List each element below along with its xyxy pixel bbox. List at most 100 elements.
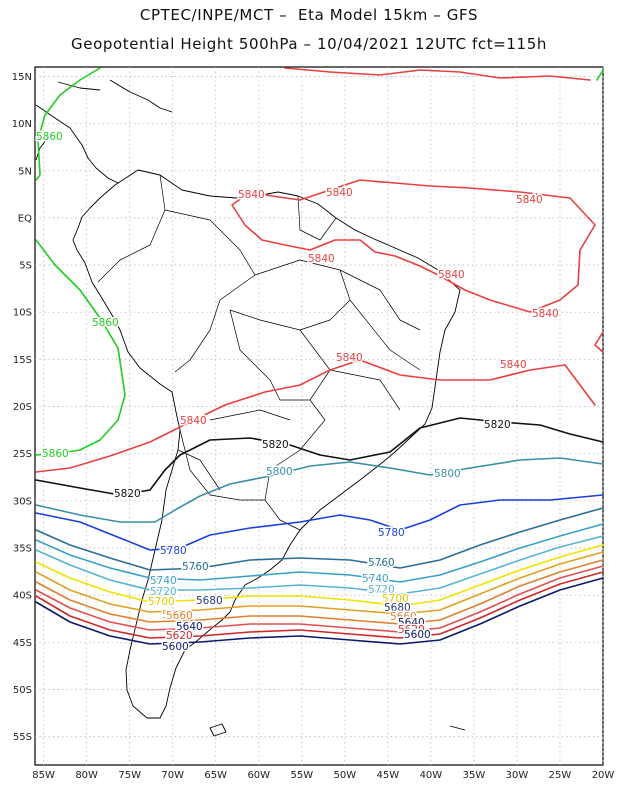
longitude-label: 85W	[32, 770, 55, 781]
latitude-label: 50S	[13, 685, 32, 696]
falkland-islands	[209, 723, 227, 737]
longitude-label: 65W	[204, 770, 227, 781]
contour-label: 5840	[516, 194, 543, 206]
contour-label: 5840	[180, 415, 207, 427]
contour-label: 5780	[160, 545, 187, 557]
contour-label: 5700	[382, 593, 409, 605]
latitude-label: 5N	[18, 166, 32, 177]
longitude-label: 45W	[377, 770, 400, 781]
longitude-label: 25W	[549, 770, 572, 781]
longitude-label: 80W	[75, 770, 98, 781]
contour-label: 5660	[166, 610, 193, 622]
latitude-labels: 15N 10N 5N EQ 5S 10S 15S 20S 25S 30S 35S 40S 45S 50S 5…	[12, 72, 32, 743]
longitude-label: 70W	[161, 770, 184, 781]
longitude-label: 35W	[463, 770, 486, 781]
latitude-label: 5S	[19, 261, 32, 272]
south-georgia	[449, 725, 466, 731]
contour-5840-amazon	[231, 179, 596, 313]
contour-5860-north	[35, 67, 101, 181]
latitude-label: 30S	[13, 496, 32, 507]
latitude-label: 55S	[13, 732, 32, 743]
latitude-label: 45S	[13, 638, 32, 649]
contour-label: 5740	[150, 575, 177, 587]
map-subtitle: Geopotential Height 500hPa – 10/04/2021 …	[71, 35, 547, 53]
contour-5860-west	[35, 239, 126, 456]
latitude-label: 35S	[13, 544, 32, 555]
contour-label: 5680	[162, 609, 189, 621]
contour-5740	[35, 523, 604, 583]
contour-label: 5840	[500, 359, 527, 371]
longitude-labels: 85W 80W 75W 70W 65W 60W 55W 50W 45W 40W 35W 30W 25W 2…	[32, 770, 614, 781]
contour-label: 5800	[434, 468, 461, 480]
coastlines	[35, 79, 466, 737]
contour-5820	[35, 417, 604, 496]
contour-5680	[35, 551, 604, 615]
contour-label: 5600	[162, 641, 189, 653]
longitude-label: 55W	[290, 770, 313, 781]
contour-label: 5820	[484, 419, 511, 431]
contour-label: 5840	[438, 269, 465, 281]
contour-label: 5860	[42, 448, 69, 460]
contour-5700	[35, 544, 604, 607]
latitude-label: 25S	[13, 449, 32, 460]
longitude-label: 30W	[506, 770, 529, 781]
contour-5760	[35, 507, 604, 571]
latitude-label: 10S	[13, 308, 32, 319]
contour-label: 5740	[362, 573, 389, 585]
country-borders	[97, 174, 421, 531]
contour-5800	[35, 457, 604, 523]
south-america-coastline	[72, 169, 461, 719]
latitude-label: 15N	[12, 72, 32, 83]
map-title: CPTEC/INPE/MCT – Eta Model 15km – GFS	[139, 6, 479, 24]
longitude-label: 20W	[592, 770, 615, 781]
contour-5860-corner	[596, 69, 604, 81]
contour-5840-north	[284, 67, 591, 81]
contour-label: 5840	[336, 352, 363, 364]
latitude-label: EQ	[18, 213, 32, 224]
contour-label: 5840	[238, 189, 265, 201]
contour-5660	[35, 559, 604, 625]
contour-label: 5660	[390, 611, 417, 623]
central-america-coastline	[35, 79, 173, 184]
latitude-label: 20S	[13, 402, 32, 413]
contour-label: 5840	[308, 253, 335, 265]
contour-label: 5860	[92, 317, 119, 329]
latitude-label: 10N	[12, 119, 32, 130]
contour-label: 5600	[404, 629, 431, 641]
map-frame	[34, 66, 604, 766]
contour-label: 5820	[114, 488, 141, 500]
contour-5840-east	[594, 331, 604, 353]
contour-5620	[35, 571, 604, 639]
contour-label: 5860	[36, 131, 63, 143]
contour-5780	[35, 494, 604, 551]
contour-5640	[35, 565, 604, 633]
contour-label: 5680	[196, 595, 223, 607]
contour-5600	[35, 577, 604, 645]
contour-labels: 5860 5860 5860 5840 5840 5840 5840 5840 …	[35, 130, 561, 655]
contour-label: 5840	[326, 187, 353, 199]
longitude-label: 40W	[420, 770, 443, 781]
contour-label: 5640	[398, 617, 425, 629]
latitude-label: 40S	[13, 591, 32, 602]
contour-label: 5700	[148, 596, 175, 608]
longitude-label: 50W	[334, 770, 357, 781]
longitude-label: 75W	[118, 770, 141, 781]
gridlines	[35, 67, 604, 765]
contour-label: 5800	[266, 466, 293, 478]
latitude-label: 15S	[13, 355, 32, 366]
contour-label: 5840	[532, 308, 559, 320]
contour-label: 5620	[398, 624, 425, 636]
contour-label: 5760	[182, 561, 209, 573]
contour-lines	[35, 67, 604, 645]
contour-5840-south	[35, 359, 596, 473]
contour-label: 5720	[368, 584, 395, 596]
contour-label: 5620	[166, 630, 193, 642]
contour-label: 5720	[150, 586, 177, 598]
longitude-label: 60W	[247, 770, 270, 781]
contour-label: 5820	[262, 439, 289, 451]
contour-label: 5760	[368, 557, 395, 569]
contour-label: 5780	[378, 527, 405, 539]
contour-5720	[35, 535, 604, 595]
contour-label: 5640	[176, 621, 203, 633]
